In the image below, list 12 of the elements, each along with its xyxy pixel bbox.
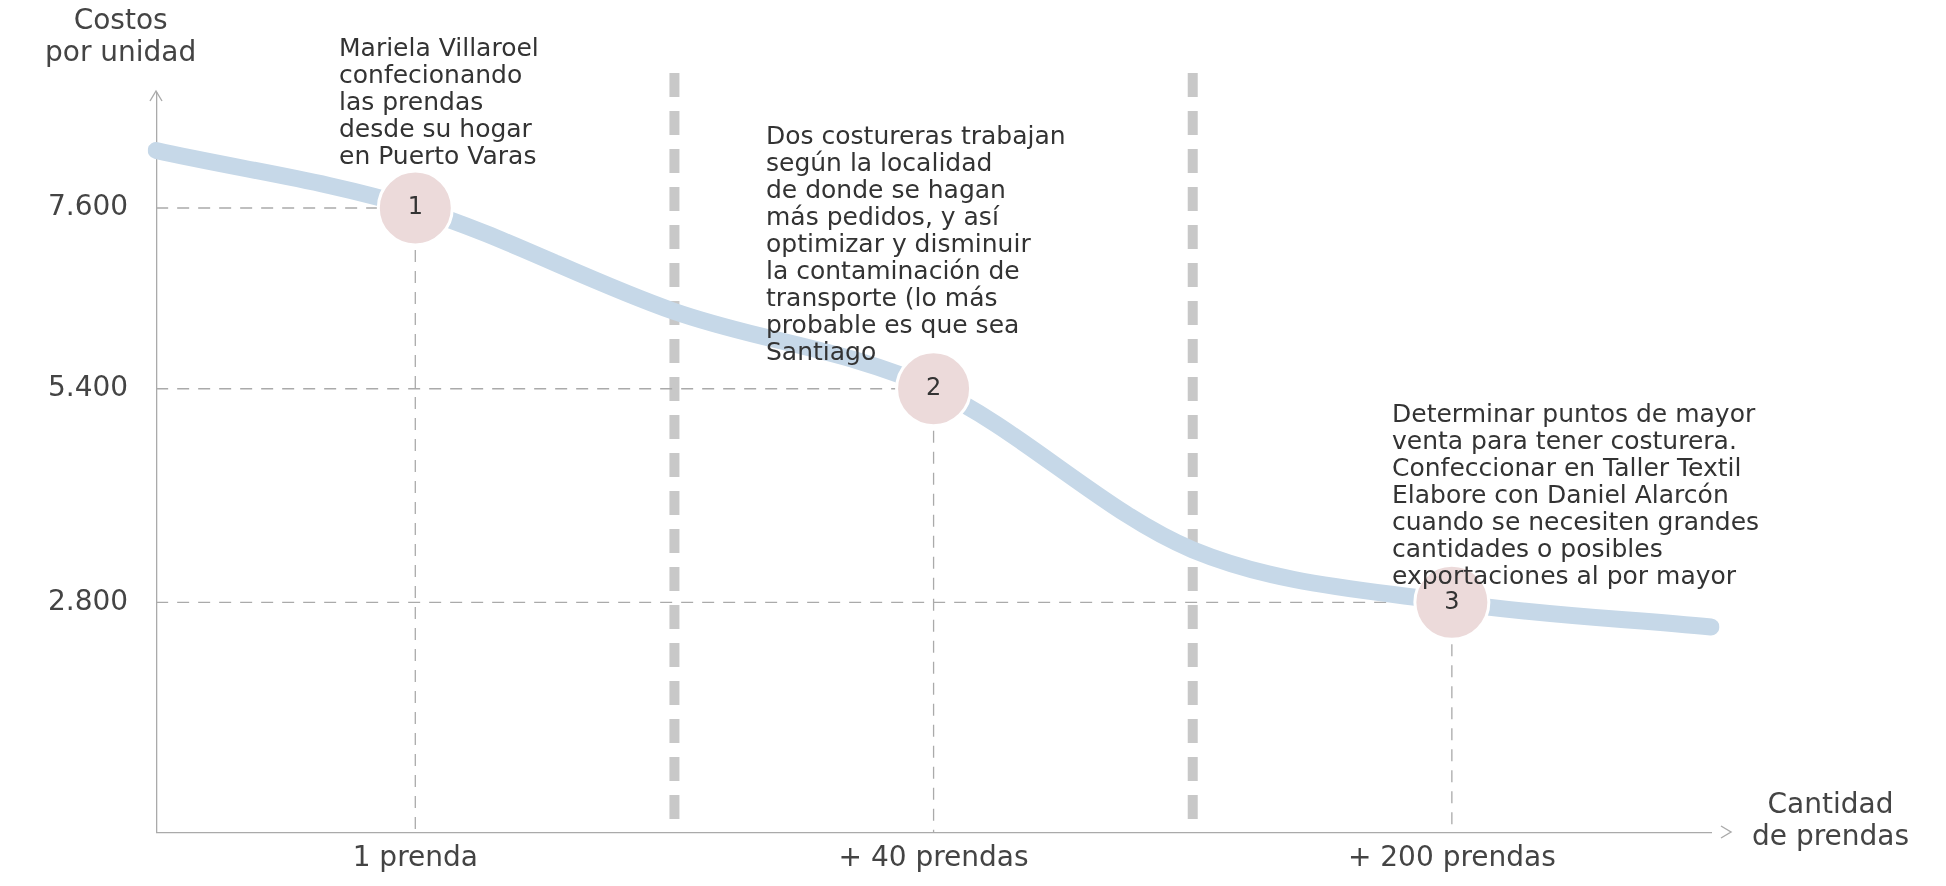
x-tick-label: 1 prenda (352, 840, 478, 874)
annotation: 1 (407, 192, 423, 221)
y-tick-label: 5.400 (47, 370, 129, 404)
text: Dos costureras trabajan según la localidad de donde se hagan más pedidos, y así optimizar y disminuir la contaminación de transporte (lo más probable es que sea Santiago (766, 121, 1066, 366)
x-tick-label: + 40 prendas (838, 840, 1029, 874)
annotation: 2 (925, 372, 942, 401)
x-axis-title: Cantidad de prendas (1752, 787, 1910, 852)
x-tick-label: + 200 prendas (1347, 840, 1556, 874)
y-tick-label: 2.800 (47, 583, 129, 617)
y-axis-title: Costos por unidad (45, 3, 197, 68)
annotation: Mariela Villaroel confecionando las prendas desde su hogar en Puerto Varas (339, 33, 539, 170)
y-tick-label: 7.600 (47, 189, 129, 223)
